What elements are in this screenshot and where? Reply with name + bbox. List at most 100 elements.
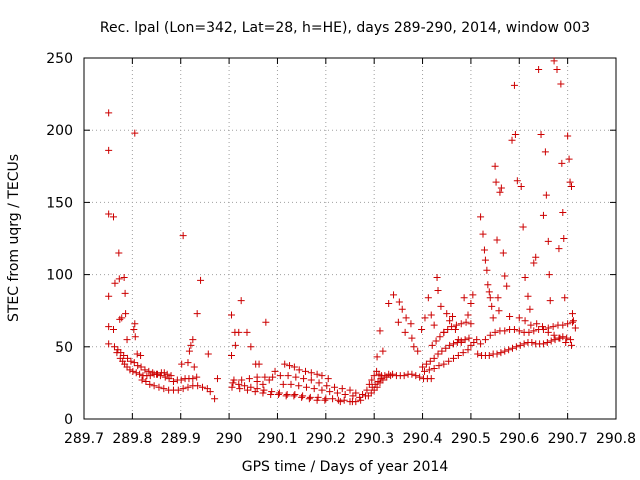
data-point-marker [123, 336, 131, 344]
data-points [105, 57, 579, 406]
data-point-marker [326, 388, 334, 396]
data-point-marker [133, 350, 141, 358]
data-point-marker [111, 279, 119, 287]
data-point-marker [521, 273, 529, 281]
data-point-marker [418, 325, 426, 333]
data-point-marker [451, 325, 459, 333]
data-point-marker [105, 210, 113, 218]
data-point-marker [511, 131, 519, 139]
data-point-marker [505, 346, 513, 354]
data-point-marker [479, 230, 487, 238]
data-point-marker [486, 294, 494, 302]
data-point-marker [247, 383, 255, 391]
data-point-marker [114, 346, 122, 354]
y-tick-label: 150 [46, 195, 73, 211]
data-point-marker [527, 321, 535, 329]
data-point-marker [491, 328, 499, 336]
data-point-marker [408, 370, 416, 378]
data-point-marker [124, 354, 132, 362]
data-point-marker [571, 324, 579, 332]
data-point-marker [276, 372, 284, 380]
data-point-marker [545, 271, 553, 279]
data-point-marker [198, 383, 206, 391]
data-point-marker [521, 317, 529, 325]
data-point-marker [430, 321, 438, 329]
data-point-marker [121, 289, 129, 297]
data-point-marker [261, 373, 269, 381]
data-point-marker [243, 386, 251, 394]
data-point-marker [483, 266, 491, 274]
data-point-marker [419, 363, 427, 371]
data-point-marker [318, 386, 326, 394]
data-point-marker [449, 354, 457, 362]
data-point-marker [323, 382, 331, 390]
data-point-marker [566, 178, 574, 186]
data-point-marker [271, 367, 279, 375]
data-point-marker [493, 350, 501, 358]
data-point-marker [138, 376, 146, 384]
data-point-marker [228, 383, 236, 391]
data-point-marker [553, 66, 561, 74]
data-point-marker [569, 317, 577, 325]
data-point-marker [160, 369, 168, 377]
data-point-marker [477, 213, 485, 221]
data-point-marker [430, 364, 438, 372]
data-point-marker [473, 336, 481, 344]
data-point-marker [275, 389, 283, 397]
data-point-marker [424, 294, 432, 302]
data-point-marker [544, 237, 552, 245]
data-point-marker [306, 393, 314, 401]
data-point-marker [541, 148, 549, 156]
data-point-marker [457, 337, 465, 345]
data-point-marker [547, 337, 555, 345]
data-point-marker [563, 334, 571, 342]
data-point-marker [110, 325, 118, 333]
x-tick-label: 290.8 [596, 431, 636, 447]
data-point-marker [174, 386, 182, 394]
data-point-marker [513, 177, 521, 185]
data-point-marker [179, 385, 187, 393]
x-tick-label: 290.1 [257, 431, 297, 447]
data-point-marker [538, 323, 546, 331]
data-point-marker [480, 246, 488, 254]
data-point-marker [549, 323, 557, 331]
data-point-marker [510, 325, 518, 333]
data-point-marker [245, 375, 253, 383]
data-point-marker [314, 393, 322, 401]
data-point-marker [420, 367, 428, 375]
data-point-marker [120, 273, 128, 281]
data-point-marker [298, 393, 306, 401]
data-point-marker [524, 292, 532, 300]
chart-title: Rec. lpal (Lon=342, Lat=28, h=HE), days … [100, 20, 590, 36]
data-point-marker [469, 291, 477, 299]
data-point-marker [464, 346, 472, 354]
data-point-marker [501, 272, 509, 280]
data-point-marker [153, 370, 161, 378]
data-point-marker [295, 366, 303, 374]
data-point-marker [374, 377, 382, 385]
data-point-marker [238, 376, 246, 384]
data-point-marker [187, 341, 195, 349]
data-point-marker [528, 338, 536, 346]
data-point-marker [459, 349, 467, 357]
data-point-marker [454, 336, 462, 344]
data-point-marker [349, 392, 357, 400]
data-point-marker [543, 338, 551, 346]
data-point-marker [377, 375, 385, 383]
x-tick-label: 290.4 [402, 431, 442, 447]
data-point-marker [368, 376, 376, 384]
data-point-marker [499, 249, 507, 257]
data-point-marker [324, 375, 332, 383]
data-point-marker [551, 336, 559, 344]
data-point-marker [165, 375, 173, 383]
data-point-marker [115, 249, 123, 257]
data-point-marker [564, 132, 572, 140]
data-point-marker [509, 344, 517, 352]
data-point-marker [448, 323, 456, 331]
data-point-marker [236, 385, 244, 393]
data-point-marker [287, 380, 295, 388]
data-point-marker [169, 377, 177, 385]
data-point-marker [185, 347, 193, 355]
data-point-marker [414, 347, 422, 355]
data-point-marker [189, 336, 197, 344]
